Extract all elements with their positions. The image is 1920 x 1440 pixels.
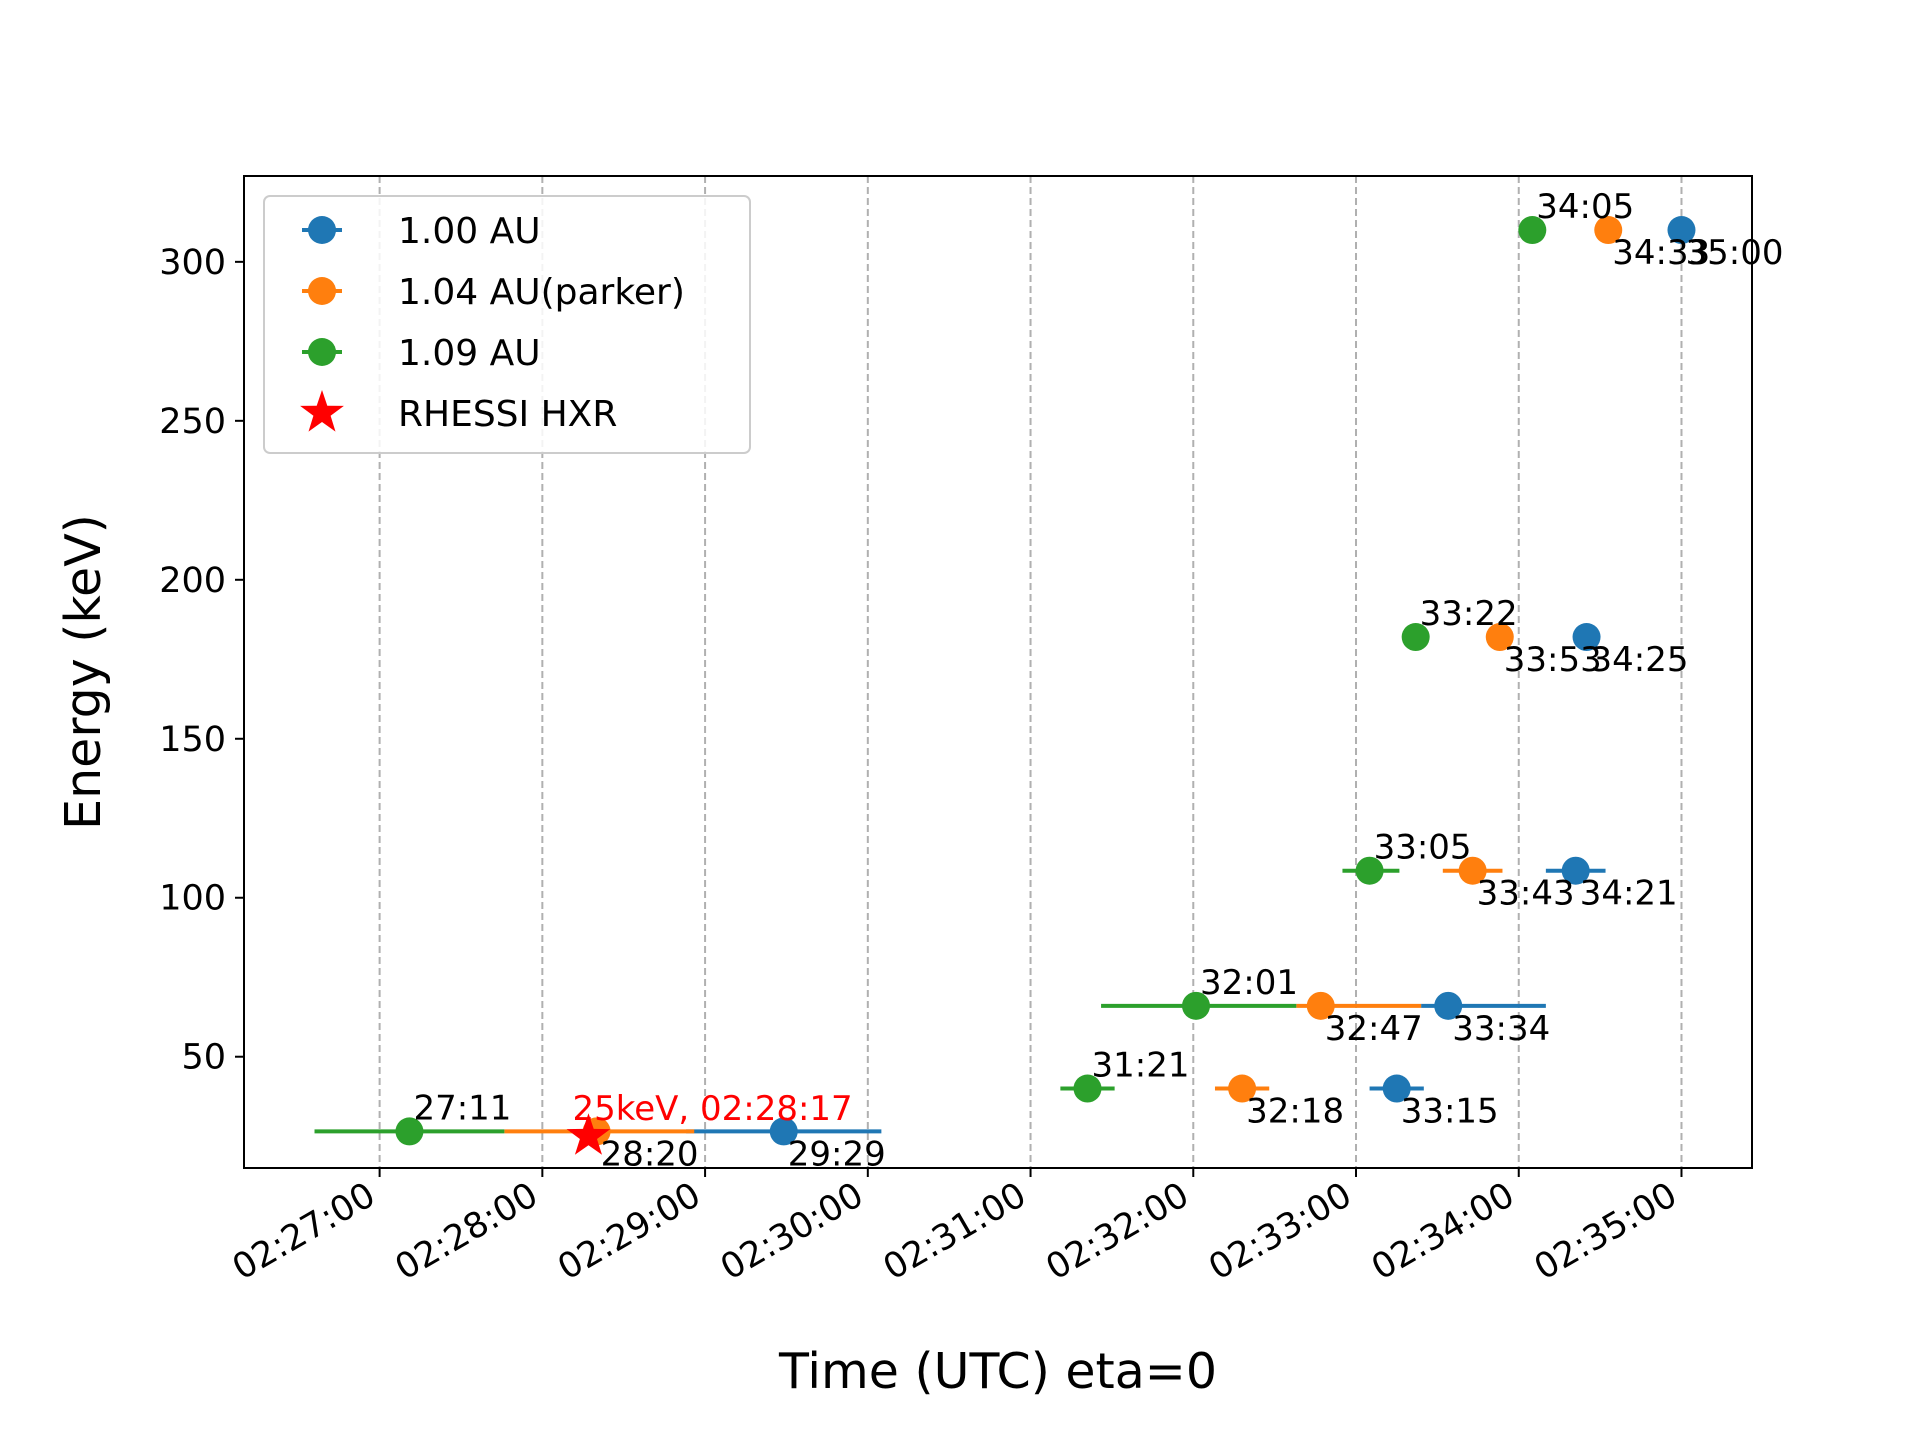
y-tick-label: 200: [159, 561, 226, 601]
legend-entry-label: 1.00 AU: [398, 211, 541, 252]
legend-entry-label: RHESSI HXR: [398, 394, 617, 435]
legend-box: [263, 195, 751, 454]
data-point: [1228, 1074, 1257, 1103]
point-label: 34:33: [1612, 233, 1710, 273]
y-tick-label: 300: [159, 243, 226, 283]
x-axis-label: Time (UTC) eta=0: [778, 1343, 1217, 1400]
data-point: [1382, 1074, 1411, 1103]
data-point: [1561, 856, 1590, 885]
y-tick-label: 150: [159, 720, 226, 760]
point-label: 33:53: [1504, 640, 1602, 680]
point-label: 34:05: [1536, 187, 1634, 227]
legend-entry-label: 1.09 AU: [398, 333, 541, 374]
data-point: [1306, 991, 1335, 1020]
data-point: [1485, 623, 1514, 652]
legend-marker: [308, 338, 336, 366]
point-label: 33:34: [1452, 1009, 1550, 1049]
point-label: 32:01: [1200, 963, 1298, 1003]
data-points: [395, 216, 1696, 1155]
data-point: [1355, 856, 1384, 885]
data-point: [1181, 991, 1210, 1020]
data-point: [1434, 991, 1463, 1020]
rhessi-star-marker: [566, 1113, 611, 1155]
legend-entry-label: 1.04 AU(parker): [398, 272, 685, 313]
y-tick-label: 50: [181, 1038, 226, 1078]
data-point: [1572, 623, 1601, 652]
point-labels: 29:2933:1533:3434:2134:2535:0028:2032:18…: [413, 187, 1783, 1174]
y-axis-label: Energy (keV): [55, 514, 112, 830]
point-label: 35:00: [1685, 233, 1783, 273]
point-label: 33:05: [1374, 828, 1472, 868]
point-label: 32:47: [1325, 1009, 1423, 1049]
point-label: 33:22: [1420, 594, 1518, 634]
data-point: [1518, 216, 1547, 245]
data-point: [1667, 216, 1696, 245]
legend-star-icon: [300, 390, 344, 432]
point-label: 33:15: [1401, 1092, 1499, 1132]
y-axis-ticks: 50 100 150 200 250 300: [159, 243, 244, 1078]
data-point: [1073, 1074, 1102, 1103]
point-label: 34:25: [1591, 640, 1689, 680]
legend-marker: [308, 216, 336, 244]
legend-marker: [308, 277, 336, 305]
data-point: [769, 1117, 798, 1146]
data-point: [395, 1117, 424, 1146]
point-label: 27:11: [413, 1088, 511, 1128]
point-label: 33:43: [1477, 874, 1575, 914]
point-label: 31:21: [1092, 1046, 1190, 1086]
rhessi-label: 25keV, 02:28:17: [572, 1089, 852, 1129]
data-point: [1458, 856, 1487, 885]
y-tick-label: 100: [159, 879, 226, 919]
data-point: [1594, 216, 1623, 245]
plot-area: [243, 175, 1753, 1169]
data-point: [1401, 623, 1430, 652]
point-label: 34:21: [1580, 874, 1678, 914]
legend: 1.00 AU 1.04 AU(parker) 1.09 AU RHESSI HXR: [263, 195, 751, 454]
y-tick-label: 250: [159, 402, 226, 442]
point-label: 32:18: [1246, 1092, 1344, 1132]
